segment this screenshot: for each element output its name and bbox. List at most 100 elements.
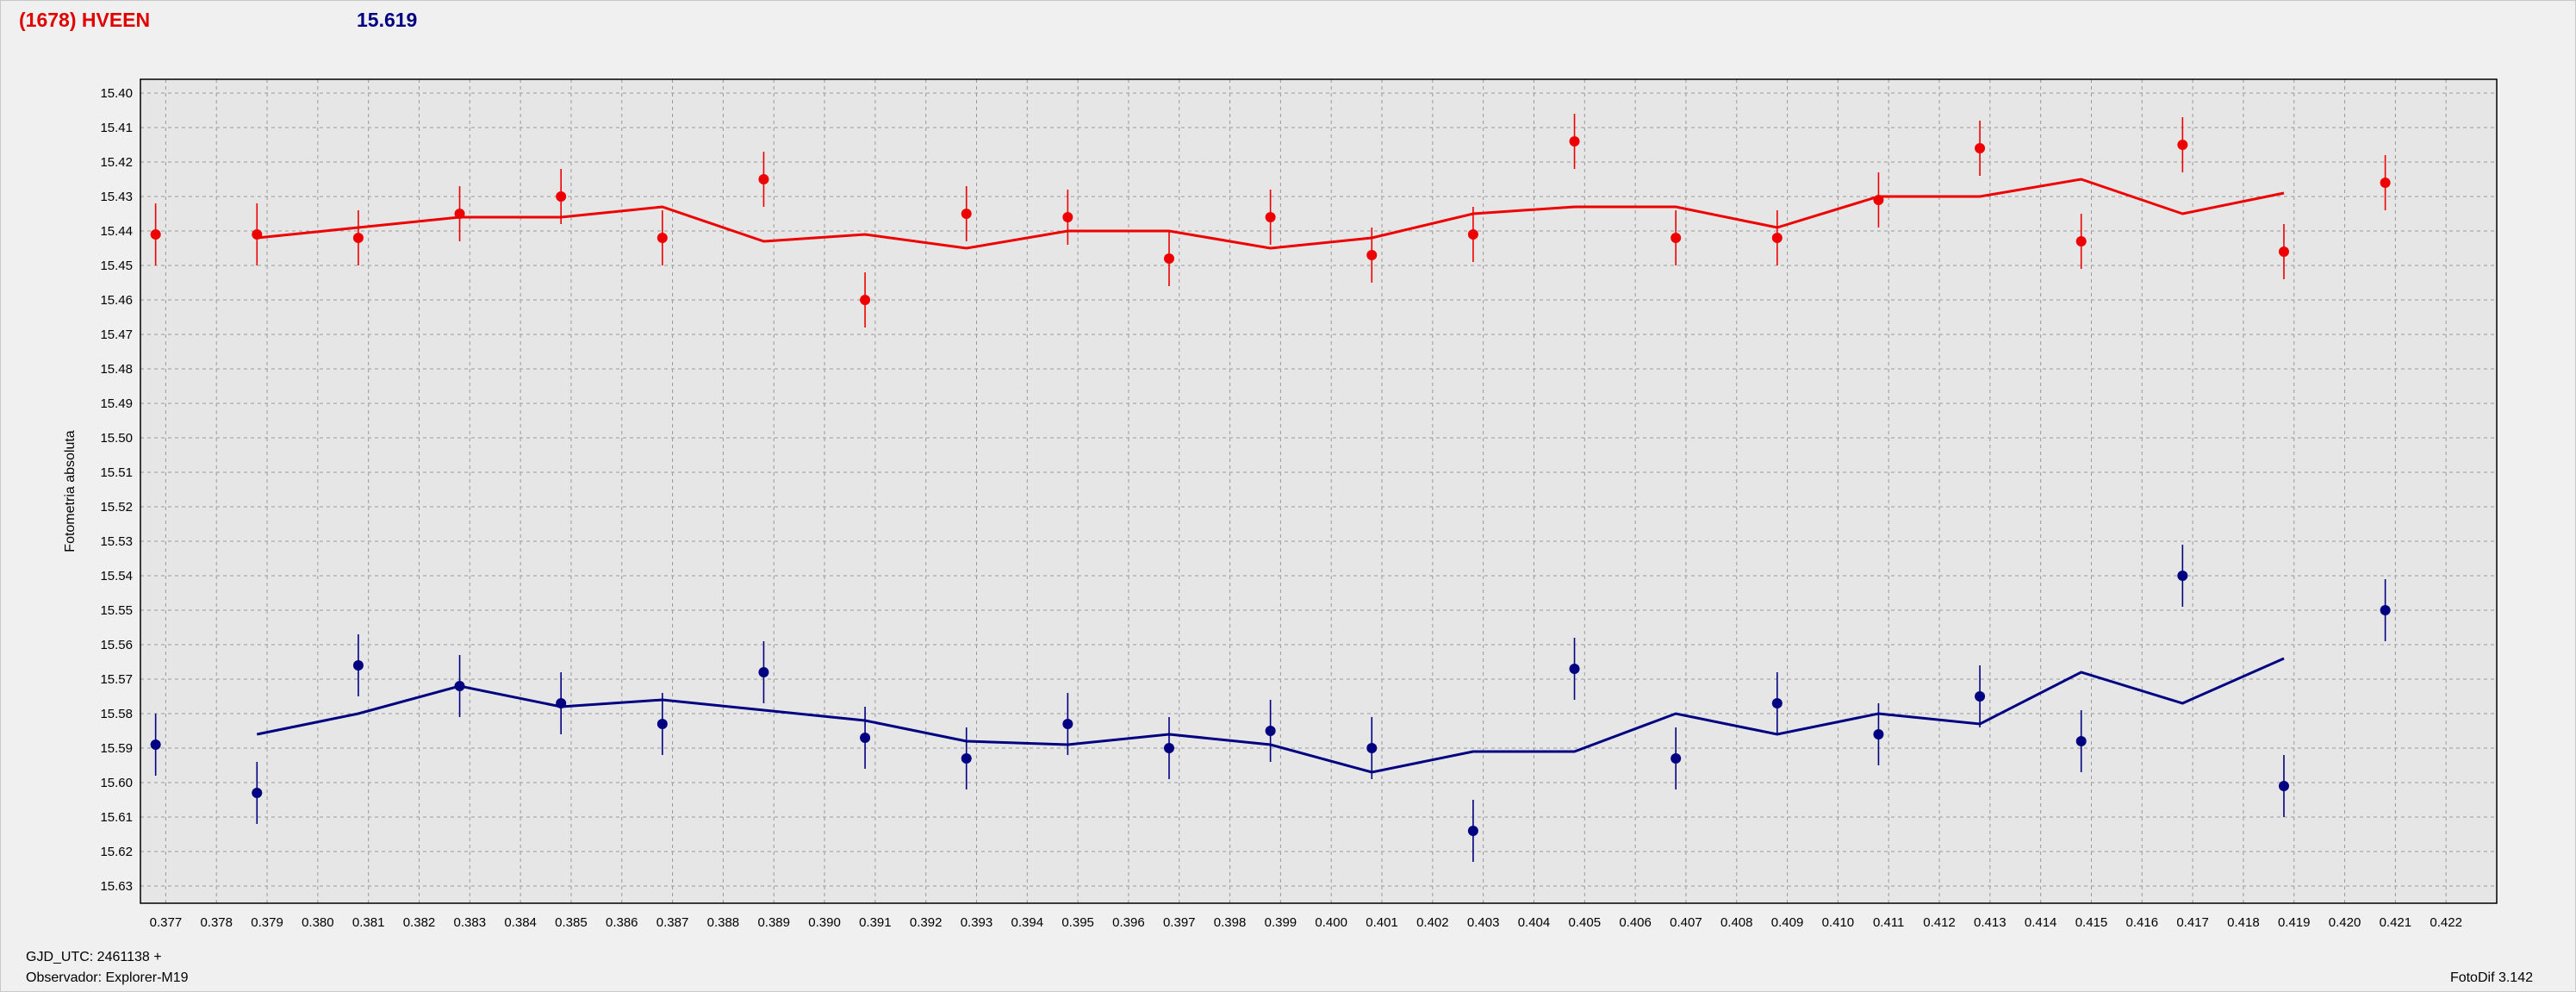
x-tick-label: 0.411 <box>1873 915 1904 930</box>
y-axis-tick-labels: 15.40 15.41 15.42 15.43 15.44 15.45 15.46 15.47… <box>100 86 133 894</box>
data-point <box>2075 736 2087 746</box>
series-red <box>150 114 2391 328</box>
x-tick-label: 0.414 <box>2025 915 2057 930</box>
y-tick-label: 15.46 <box>100 293 133 308</box>
x-tick-label: 0.382 <box>403 915 436 930</box>
data-point <box>1163 743 1174 753</box>
x-tick-label: 0.407 <box>1670 915 1702 930</box>
x-tick-label: 0.390 <box>808 915 841 930</box>
data-point <box>758 174 769 184</box>
y-tick-label: 15.52 <box>100 500 133 515</box>
data-point <box>150 739 161 750</box>
y-tick-label: 15.45 <box>100 259 133 273</box>
x-tick-label: 0.406 <box>1619 915 1652 930</box>
x-tick-label: 0.401 <box>1366 915 1398 930</box>
data-point <box>1771 698 1783 708</box>
target-name-title: (1678) HVEEN <box>19 9 151 31</box>
data-point <box>1975 691 1986 702</box>
x-tick-label: 0.383 <box>454 915 487 930</box>
x-tick-label: 0.391 <box>859 915 892 930</box>
data-point <box>2177 571 2188 581</box>
series-layer <box>150 114 2391 862</box>
data-point <box>1366 743 1378 753</box>
y-tick-label: 15.54 <box>100 569 133 583</box>
x-tick-label: 0.394 <box>1011 915 1044 930</box>
data-point <box>1873 729 1884 739</box>
data-point <box>1671 753 1682 764</box>
y-tick-label: 15.60 <box>100 776 133 790</box>
gjd-utc-label: GJD_UTC: 2461138 + <box>26 950 162 964</box>
data-point <box>1062 719 1073 729</box>
y-tick-label: 15.61 <box>100 810 133 825</box>
data-point <box>656 719 668 729</box>
x-tick-label: 0.410 <box>1822 915 1855 930</box>
series-blue <box>150 545 2391 862</box>
data-point <box>454 681 465 691</box>
y-tick-label: 15.48 <box>100 362 133 377</box>
x-tick-label: 0.408 <box>1720 915 1753 930</box>
x-tick-label: 0.409 <box>1771 915 1804 930</box>
y-tick-label: 15.41 <box>100 121 133 135</box>
data-point <box>1467 826 1478 836</box>
x-tick-label: 0.418 <box>2227 915 2260 930</box>
data-point <box>961 753 972 764</box>
x-tick-label: 0.378 <box>200 915 233 930</box>
data-point <box>1569 664 1580 674</box>
x-tick-label: 0.403 <box>1467 915 1500 930</box>
y-tick-label: 15.59 <box>100 741 133 756</box>
data-point <box>252 788 263 798</box>
x-tick-label: 0.404 <box>1518 915 1551 930</box>
data-point <box>1062 212 1073 222</box>
x-tick-label: 0.417 <box>2176 915 2209 930</box>
data-point <box>1771 233 1783 243</box>
data-point <box>1873 195 1884 205</box>
y-tick-label: 15.57 <box>100 672 133 687</box>
data-point <box>252 229 263 240</box>
y-tick-label: 15.50 <box>100 431 133 446</box>
data-point <box>1671 233 1682 243</box>
data-point <box>352 233 364 243</box>
y-tick-label: 15.63 <box>100 879 133 894</box>
data-point <box>656 233 668 243</box>
target-magnitude: 15.619 <box>357 9 418 31</box>
x-tick-label: 0.379 <box>251 915 283 930</box>
x-tick-label: 0.412 <box>1923 915 1956 930</box>
data-point <box>2278 246 2289 257</box>
x-tick-label: 0.385 <box>555 915 588 930</box>
data-point <box>1265 212 1276 222</box>
x-tick-label: 0.387 <box>656 915 689 930</box>
x-tick-label: 0.421 <box>2380 915 2412 930</box>
y-tick-label: 15.43 <box>100 190 133 204</box>
y-tick-label: 15.42 <box>100 155 133 170</box>
y-tick-label: 15.53 <box>100 534 133 549</box>
x-tick-label: 0.395 <box>1061 915 1094 930</box>
data-point <box>1467 229 1478 240</box>
x-tick-label: 0.420 <box>2329 915 2361 930</box>
y-tick-label: 15.55 <box>100 603 133 618</box>
x-tick-label: 0.393 <box>961 915 993 930</box>
data-point <box>1163 253 1174 264</box>
y-tick-label: 15.62 <box>100 845 133 859</box>
x-tick-label: 0.381 <box>352 915 385 930</box>
data-point <box>2380 178 2391 188</box>
data-point <box>1975 143 1986 153</box>
plot-area <box>140 79 2497 903</box>
x-tick-label: 0.400 <box>1315 915 1347 930</box>
x-tick-label: 0.415 <box>2075 915 2108 930</box>
plot-border <box>140 78 2498 904</box>
data-point <box>2177 140 2188 150</box>
x-tick-label: 0.377 <box>150 915 183 930</box>
data-point <box>1265 726 1276 736</box>
x-tick-label: 0.419 <box>2278 915 2311 930</box>
x-tick-label: 0.388 <box>707 915 740 930</box>
light-curve-chart: 0.377 0.378 0.379 0.380 0.381 0.382 0.383 0.384… <box>63 78 2498 930</box>
x-tick-label: 0.405 <box>1569 915 1602 930</box>
x-tick-label: 0.422 <box>2430 915 2462 930</box>
x-tick-label: 0.413 <box>1974 915 2007 930</box>
y-tick-label: 15.40 <box>100 86 133 101</box>
x-tick-label: 0.384 <box>504 915 537 930</box>
data-point <box>860 295 871 305</box>
y-axis-label: Fotometria absoluta <box>63 430 78 552</box>
y-tick-label: 15.47 <box>100 328 133 342</box>
data-point <box>1366 250 1378 260</box>
